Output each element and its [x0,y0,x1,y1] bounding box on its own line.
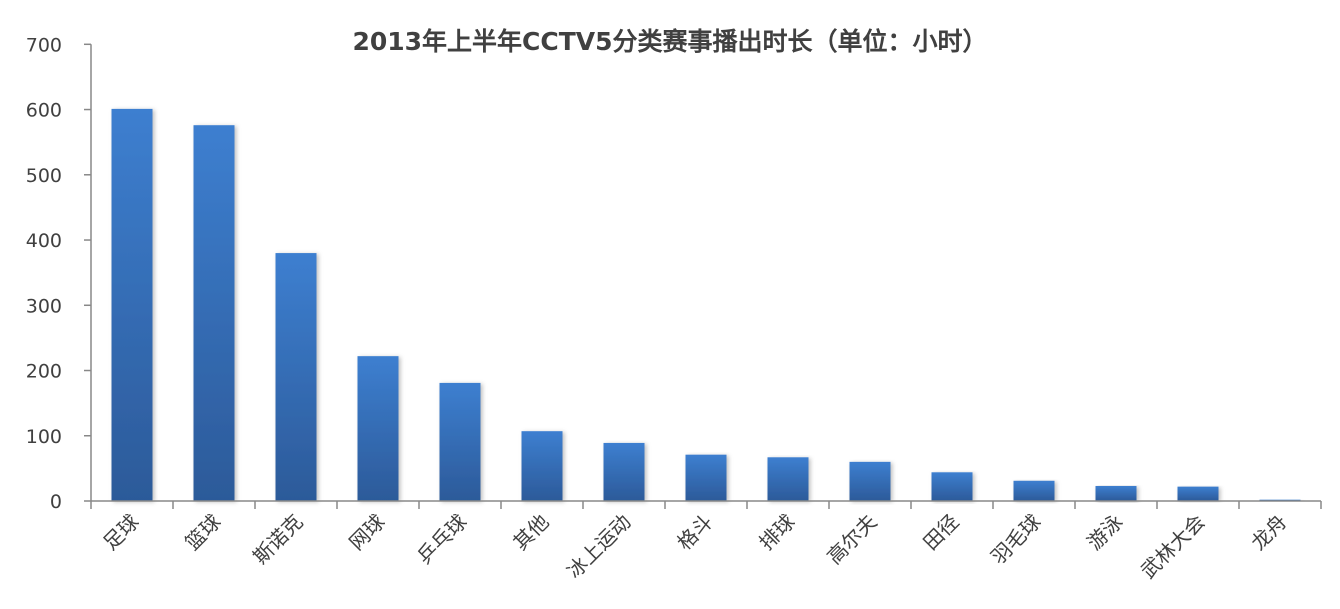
bars [111,108,1301,501]
bar-高尔夫 [849,461,891,501]
bar-足球 [111,108,153,501]
x-tick-label: 排球 [754,510,799,555]
x-tick-label: 龙舟 [1246,510,1291,555]
bar-乒乓球 [439,382,481,501]
x-tick-label: 羽毛球 [986,510,1045,569]
x-tick-label: 斯诺克 [248,510,307,569]
x-tick-label: 篮球 [180,510,225,555]
chart-title: 2013年上半年CCTV5分类赛事播出时长（单位：小时） [352,27,987,56]
x-tick-label: 足球 [98,510,143,555]
x-tick-label: 冰上运动 [562,510,636,584]
y-tick-label: 200 [26,361,62,383]
bar-羽毛球 [1013,480,1055,501]
y-tick-label: 700 [26,34,62,56]
y-axis: 0 100 200 300 400 500 600 700 [26,34,92,513]
bar-网球 [357,356,399,501]
bar-排球 [767,457,809,501]
x-tick-label: 乒乓球 [412,510,471,569]
x-tick-label: 格斗 [672,510,717,555]
x-tick-label: 武林大会 [1136,510,1210,584]
y-tick-label: 400 [26,230,62,252]
bar-格斗 [685,454,727,501]
bar-武林大会 [1177,486,1219,501]
y-tick-label: 500 [26,165,62,187]
y-tick-label: 100 [26,426,62,448]
bar-田径 [931,472,973,501]
y-tick-label: 300 [26,295,62,317]
bar-冰上运动 [603,442,645,501]
y-tick-label: 0 [50,491,62,513]
x-tick-label: 田径 [918,510,963,555]
x-tick-label: 高尔夫 [822,510,881,569]
x-tick-label: 游泳 [1082,510,1127,555]
bar-篮球 [193,125,235,501]
x-tick-label: 其他 [508,510,553,555]
y-tick-label: 600 [26,100,62,122]
bar-游泳 [1095,485,1137,501]
x-axis: 足球 篮球 斯诺克 网球 乒乓球 其他 冰上运动 格斗 排球 高尔夫 田径 羽毛球 游泳 武林大会 龙舟 [90,500,1322,584]
bar-斯诺克 [275,253,317,501]
x-tick-label: 网球 [344,510,389,555]
bar-其他 [521,431,563,501]
